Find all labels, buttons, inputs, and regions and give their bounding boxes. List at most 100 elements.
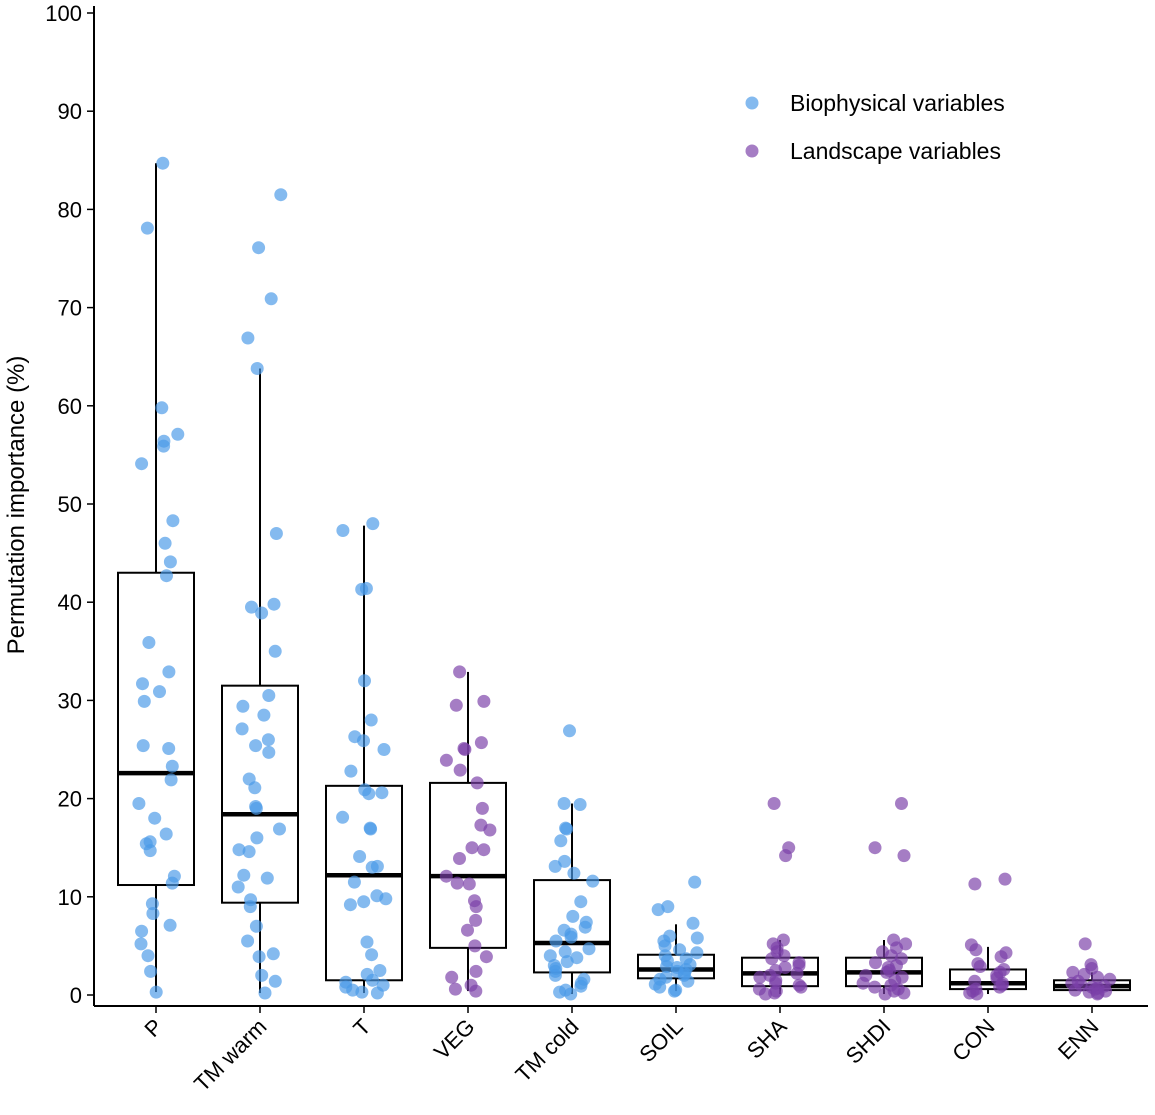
y-tick-label: 40 bbox=[58, 590, 82, 615]
data-point bbox=[653, 980, 667, 994]
data-point bbox=[469, 913, 483, 927]
data-point bbox=[258, 986, 272, 1000]
data-point bbox=[357, 895, 371, 909]
data-point bbox=[445, 970, 459, 984]
data-point bbox=[1091, 970, 1104, 984]
data-point bbox=[375, 786, 389, 800]
data-point bbox=[252, 950, 266, 964]
data-point bbox=[897, 986, 911, 1000]
data-point bbox=[564, 930, 578, 944]
data-point bbox=[450, 876, 464, 890]
data-point bbox=[143, 844, 157, 858]
data-point bbox=[237, 868, 251, 882]
data-point bbox=[366, 973, 379, 987]
data-point bbox=[135, 457, 149, 471]
data-point bbox=[667, 984, 681, 998]
y-tick-label: 90 bbox=[58, 99, 82, 124]
data-point bbox=[365, 948, 379, 962]
boxplots bbox=[117, 163, 1131, 995]
data-point bbox=[165, 876, 179, 890]
data-point bbox=[660, 960, 674, 973]
iqr-box bbox=[221, 684, 299, 904]
y-tick-label: 80 bbox=[58, 197, 82, 222]
data-point bbox=[543, 949, 557, 963]
data-point bbox=[366, 517, 380, 531]
data-point bbox=[469, 900, 483, 914]
data-point bbox=[144, 964, 158, 978]
data-point bbox=[554, 834, 568, 848]
data-point bbox=[165, 759, 179, 773]
data-point bbox=[651, 903, 665, 917]
data-point bbox=[249, 919, 263, 933]
data-point bbox=[248, 781, 262, 795]
x-tick-label: SOIL bbox=[634, 1014, 687, 1067]
x-tick-label: TM warm bbox=[189, 1014, 271, 1096]
data-point bbox=[155, 401, 169, 415]
data-point bbox=[549, 934, 563, 948]
data-point bbox=[257, 708, 271, 722]
data-point bbox=[267, 597, 281, 611]
data-point bbox=[968, 877, 982, 891]
y-tick-label: 20 bbox=[58, 787, 82, 812]
data-point bbox=[134, 937, 148, 951]
data-point bbox=[245, 600, 258, 614]
iqr-box bbox=[949, 968, 1027, 991]
data-point bbox=[140, 221, 154, 235]
data-point bbox=[578, 920, 592, 934]
data-point bbox=[681, 974, 695, 988]
data-point bbox=[573, 798, 587, 811]
data-point bbox=[136, 739, 150, 753]
data-point bbox=[347, 875, 361, 889]
x-tick-label: TM cold bbox=[511, 1014, 584, 1087]
data-point bbox=[563, 724, 576, 738]
data-point bbox=[895, 797, 908, 810]
data-point bbox=[690, 946, 704, 960]
legend: Biophysical variables Landscape variables bbox=[745, 90, 1005, 164]
data-point bbox=[574, 979, 588, 993]
x-tick-label: SHA bbox=[742, 1014, 792, 1064]
data-point bbox=[159, 827, 173, 841]
x-tick-label: ENN bbox=[1053, 1014, 1104, 1065]
data-point bbox=[132, 797, 146, 810]
data-point bbox=[994, 950, 1008, 964]
data-point bbox=[880, 965, 894, 979]
data-point bbox=[262, 689, 276, 702]
data-point bbox=[878, 987, 892, 1001]
data-point bbox=[261, 733, 275, 747]
data-point bbox=[453, 665, 467, 679]
data-point bbox=[856, 976, 870, 990]
data-point bbox=[753, 970, 767, 984]
data-point bbox=[688, 875, 702, 889]
legend-label: Landscape variables bbox=[790, 138, 1001, 164]
data-point bbox=[260, 871, 274, 885]
data-point bbox=[868, 980, 882, 994]
data-point bbox=[998, 872, 1012, 886]
x-tick-label: CON bbox=[947, 1014, 999, 1066]
data-point bbox=[897, 849, 911, 863]
boxplot-tm-warm bbox=[221, 368, 299, 994]
data-point bbox=[469, 964, 483, 978]
legend-label: Biophysical variables bbox=[790, 90, 1005, 116]
data-point bbox=[160, 569, 173, 583]
data-point bbox=[135, 924, 149, 938]
data-point bbox=[158, 536, 172, 550]
data-point bbox=[759, 987, 772, 1001]
y-tick-label: 30 bbox=[58, 688, 82, 713]
iqr-box bbox=[429, 781, 507, 949]
data-point bbox=[241, 331, 255, 345]
data-point bbox=[264, 292, 278, 306]
data-point bbox=[439, 869, 453, 883]
data-point bbox=[249, 739, 263, 753]
data-point bbox=[142, 636, 156, 649]
y-tick-label: 70 bbox=[58, 296, 82, 321]
x-tick-label: VEG bbox=[429, 1014, 480, 1065]
data-point bbox=[164, 773, 178, 787]
boxplot-p bbox=[117, 163, 195, 993]
y-axis: 0 10 20 30 40 50 60 70 80 90 100 bbox=[45, 1, 95, 1008]
data-point bbox=[141, 949, 155, 963]
data-point bbox=[462, 877, 476, 891]
y-axis-title: Permutation importance (%) bbox=[3, 356, 30, 655]
y-tick-label: 100 bbox=[45, 1, 82, 26]
data-point bbox=[449, 698, 463, 712]
data-point bbox=[250, 831, 264, 845]
